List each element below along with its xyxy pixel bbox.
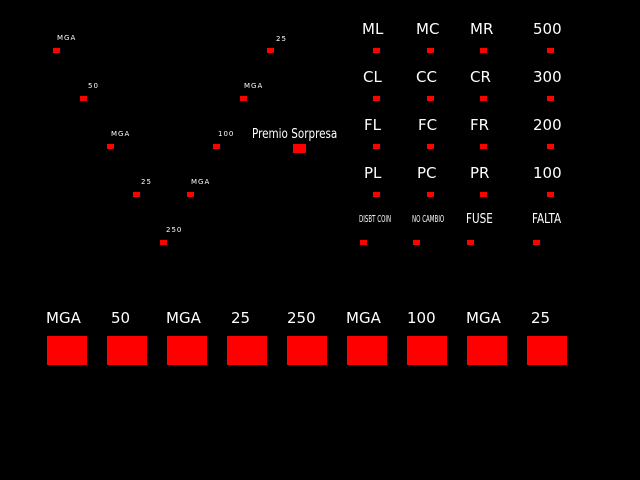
trail-led-4 [133,192,140,197]
bottom-label-4: 25 [231,309,251,327]
grid-led-ml [373,48,380,53]
grid-led-cl [373,96,380,101]
grid-led-fuse [467,240,474,245]
trail-led-6 [187,192,194,197]
grid-led-mc [427,48,434,53]
grid-led-falta [533,240,540,245]
bottom-lamp-4 [227,336,267,365]
trail-label-7: 100 [218,130,235,138]
bottom-lamp-1 [47,336,87,365]
grid-led-500 [547,48,554,53]
grid-label-100: 100 [533,164,562,182]
grid-label-cl: CL [363,68,382,86]
grid-led-100 [547,192,554,197]
grid-led-200 [547,144,554,149]
bottom-label-2: 50 [111,309,131,327]
bottom-label-7: 100 [407,309,436,327]
bottom-lamp-6 [347,336,387,365]
grid-label-mc: MC [416,20,440,38]
grid-led-mr [480,48,487,53]
trail-led-9 [267,48,274,53]
trail-label-9: 25 [276,35,287,43]
premio-sorpresa-label: Premio Sorpresa [252,127,338,142]
grid-label-cc: CC [416,68,437,86]
bottom-lamp-2 [107,336,147,365]
bottom-lamp-5 [287,336,327,365]
grid-label-falta: FALTA [532,212,562,227]
trail-label-1: MGA [57,34,77,42]
grid-label-mr: MR [470,20,494,38]
grid-label-no-cambio: NO CAMBIO [412,214,445,225]
trail-led-1 [53,48,60,53]
trail-led-8 [240,96,247,101]
grid-led-pl [373,192,380,197]
grid-label-ml: ML [362,20,384,38]
bottom-label-3: MGA [166,309,201,327]
grid-label-disbt-coin: DISBT COIN [359,214,392,225]
grid-led-cr [480,96,487,101]
grid-label-fr: FR [470,116,490,134]
grid-label-pc: PC [417,164,437,182]
trail-label-3: MGA [111,130,131,138]
trail-led-5 [160,240,167,245]
trail-led-3 [107,144,114,149]
grid-led-no-cambio [413,240,420,245]
grid-led-pc [427,192,434,197]
grid-led-300 [547,96,554,101]
grid-label-pr: PR [470,164,490,182]
grid-label-300: 300 [533,68,562,86]
trail-led-2 [80,96,87,101]
trail-label-2: 50 [88,82,99,90]
grid-label-fl: FL [364,116,381,134]
bottom-label-6: MGA [346,309,381,327]
grid-led-pr [480,192,487,197]
bottom-lamp-8 [467,336,507,365]
bottom-label-9: 25 [531,309,551,327]
grid-led-fc [427,144,434,149]
grid-label-cr: CR [470,68,491,86]
trail-label-5: 250 [166,226,183,234]
bottom-lamp-3 [167,336,207,365]
grid-label-fuse: FUSE [466,212,493,227]
bottom-label-5: 250 [287,309,316,327]
grid-led-disbt-coin [360,240,367,245]
bottom-lamp-7 [407,336,447,365]
bottom-label-1: MGA [46,309,81,327]
trail-label-8: MGA [244,82,264,90]
bottom-lamp-9 [527,336,567,365]
grid-led-fr [480,144,487,149]
grid-label-200: 200 [533,116,562,134]
grid-led-cc [427,96,434,101]
grid-label-fc: FC [418,116,438,134]
grid-led-fl [373,144,380,149]
grid-label-pl: PL [364,164,382,182]
trail-label-6: MGA [191,178,211,186]
trail-led-7 [213,144,220,149]
trail-label-4: 25 [141,178,152,186]
bottom-label-8: MGA [466,309,501,327]
premio-sorpresa-led [293,144,306,153]
grid-label-500: 500 [533,20,562,38]
